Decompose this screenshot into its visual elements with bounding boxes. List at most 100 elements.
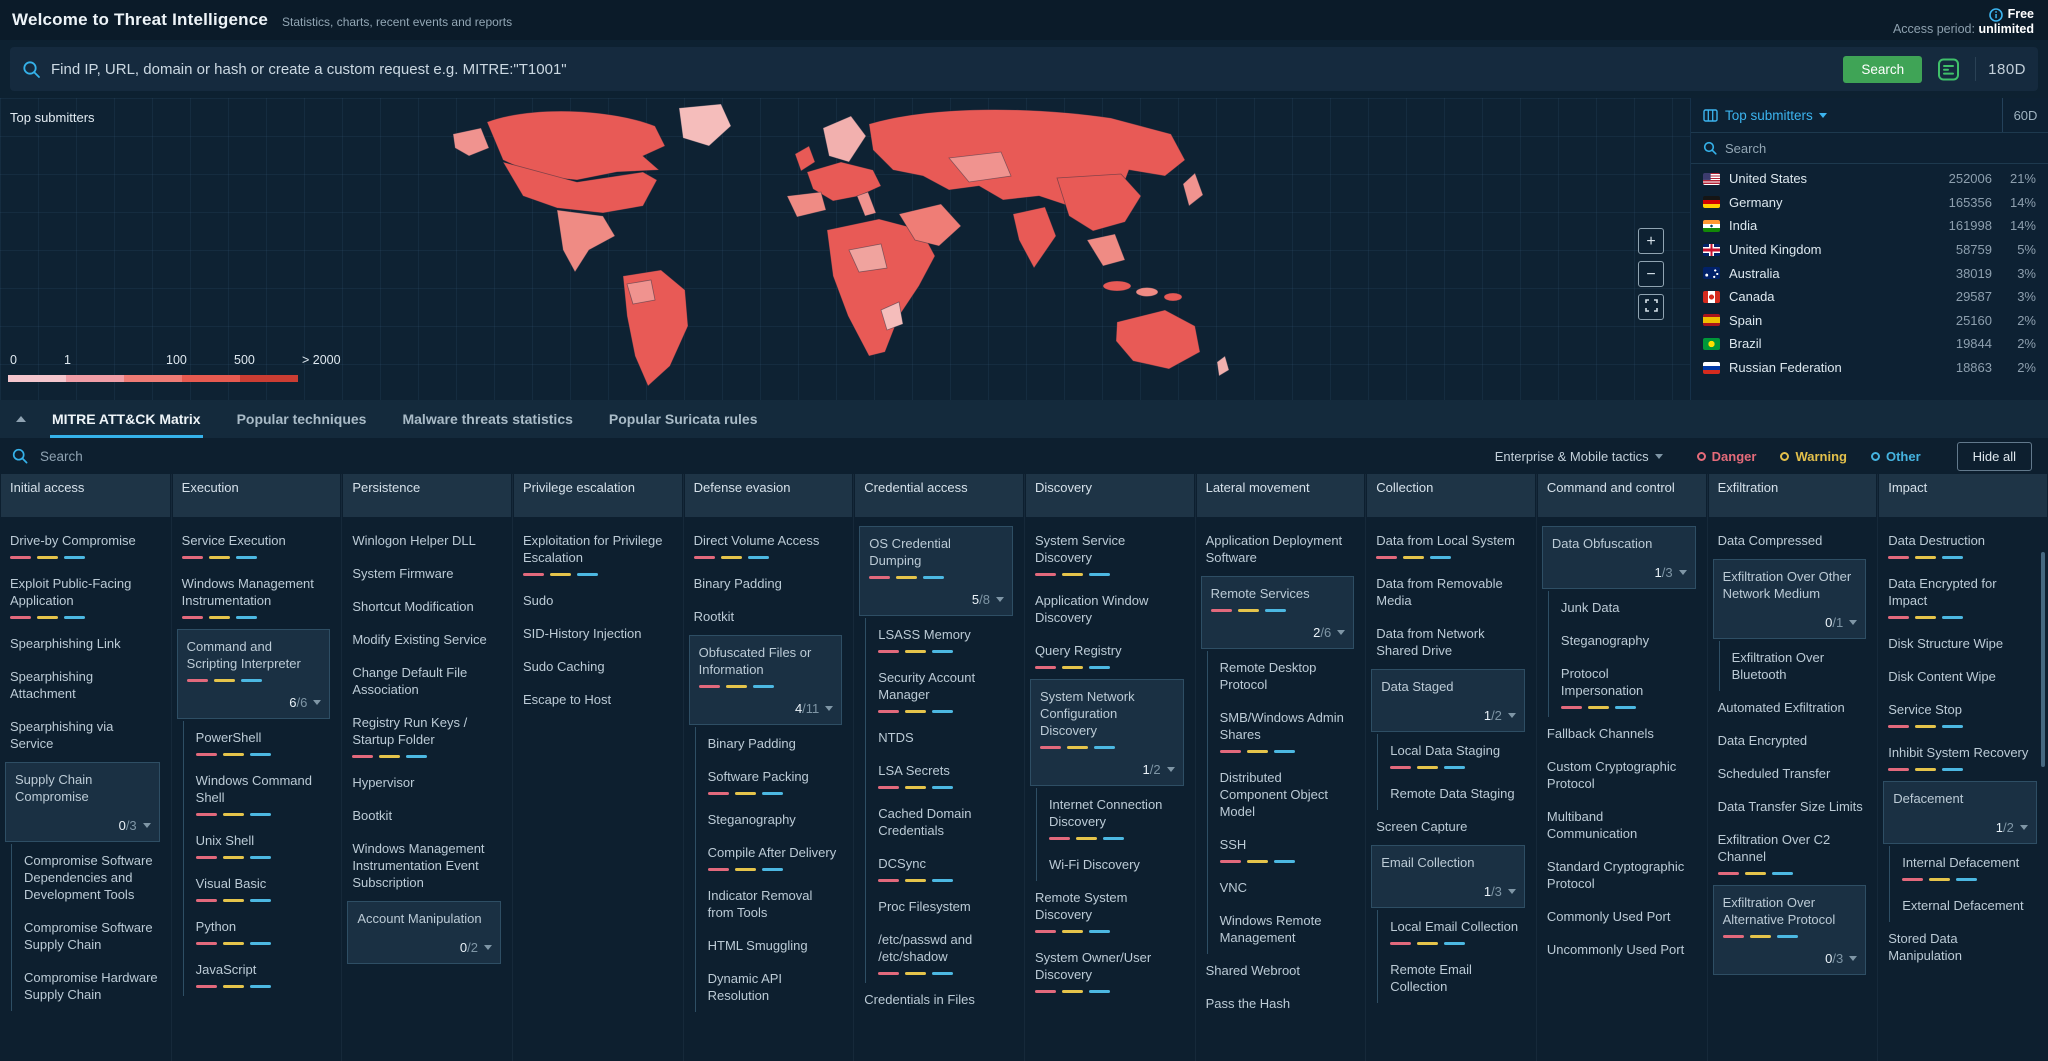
panel-search-input[interactable] — [1725, 140, 2036, 156]
technique-cell[interactable]: PowerShell — [195, 721, 333, 764]
tab-malware-threats-statistics[interactable]: Malware threats statistics — [402, 411, 573, 427]
technique-cell[interactable]: Scheduled Transfer — [1718, 757, 1869, 790]
technique-cell[interactable]: Commonly Used Port — [1547, 900, 1698, 933]
panel-title-dropdown[interactable]: Top submitters — [1725, 107, 1813, 123]
technique-cell[interactable]: Service Execution — [181, 524, 333, 567]
technique-cell[interactable]: Disk Structure Wipe — [1888, 627, 2039, 660]
panel-range-selector[interactable]: 60D — [2002, 98, 2048, 132]
technique-cell[interactable]: Uncommonly Used Port — [1547, 933, 1698, 966]
technique-cell[interactable]: SID-History Injection — [523, 617, 674, 650]
technique-cell[interactable]: Remote System Discovery — [1034, 881, 1186, 941]
technique-cell[interactable]: Security Account Manager — [878, 661, 1015, 721]
technique-cell[interactable]: Spearphishing Attachment — [10, 660, 162, 710]
technique-cell[interactable]: Multiband Communication — [1547, 800, 1698, 850]
technique-cell[interactable]: External Defacement — [1902, 889, 2039, 922]
country-row[interactable]: Russian Federation 18863 2% — [1691, 356, 2048, 380]
technique-cell[interactable]: Software Packing — [707, 760, 845, 803]
subtechnique-count[interactable]: 4/11 — [699, 701, 834, 716]
tab-popular-suricata-rules[interactable]: Popular Suricata rules — [608, 411, 758, 427]
technique-cell[interactable]: Windows Command Shell — [195, 764, 333, 824]
technique-cell[interactable]: Disk Content Wipe — [1888, 660, 2039, 693]
country-row[interactable]: Canada 29587 3% — [1691, 285, 2048, 309]
technique-cell[interactable]: Query Registry — [1034, 634, 1186, 677]
technique-cell[interactable]: Sudo — [523, 584, 674, 617]
technique-cell[interactable]: Remote Services 2/6 — [1200, 576, 1355, 649]
technique-cell[interactable]: OS Credential Dumping 5/8 — [859, 526, 1013, 616]
subtechnique-count[interactable]: 0/2 — [357, 940, 492, 955]
legend-danger[interactable]: Danger — [1696, 449, 1756, 464]
technique-cell[interactable]: /etc/passwd and /etc/shadow — [878, 923, 1015, 983]
technique-cell[interactable]: Data Compressed — [1718, 524, 1869, 557]
tab-popular-techniques[interactable]: Popular techniques — [236, 411, 367, 427]
technique-cell[interactable]: Change Default File Association — [352, 656, 503, 706]
technique-cell[interactable]: Inhibit System Recovery — [1888, 736, 2039, 779]
technique-cell[interactable]: Unix Shell — [195, 824, 333, 867]
technique-cell[interactable]: Python — [195, 910, 333, 953]
technique-cell[interactable]: System Firmware — [352, 557, 503, 590]
technique-cell[interactable]: LSASS Memory — [878, 618, 1015, 661]
subtechnique-count[interactable]: 0/1 — [1723, 615, 1858, 630]
technique-cell[interactable]: Wi-Fi Discovery — [1049, 848, 1186, 881]
technique-cell[interactable]: Windows Management Instrumentation — [181, 567, 333, 627]
technique-cell[interactable]: Escape to Host — [523, 683, 674, 716]
technique-cell[interactable]: Exfiltration Over Other Network Medium 0/… — [1712, 559, 1867, 639]
technique-cell[interactable]: Exploit Public-Facing Application — [10, 567, 162, 627]
technique-cell[interactable]: Data Encrypted — [1718, 724, 1869, 757]
zoom-in-icon[interactable]: + — [1638, 228, 1664, 254]
subtechnique-count[interactable]: 2/6 — [1211, 625, 1346, 640]
technique-cell[interactable]: Compromise Hardware Supply Chain — [24, 961, 162, 1011]
technique-cell[interactable]: HTML Smuggling — [708, 929, 845, 962]
zoom-out-icon[interactable]: − — [1638, 261, 1664, 287]
technique-cell[interactable]: Compromise Software Dependencies and Dev… — [24, 844, 162, 911]
technique-cell[interactable]: Registry Run Keys / Startup Folder — [352, 706, 503, 766]
technique-cell[interactable]: System Owner/User Discovery — [1034, 941, 1186, 1001]
technique-cell[interactable]: Bootkit — [352, 799, 503, 832]
technique-cell[interactable]: Visual Basic — [195, 867, 333, 910]
technique-cell[interactable]: Data Obfuscation 1/3 — [1541, 526, 1696, 589]
technique-cell[interactable]: Spearphishing Link — [10, 627, 162, 660]
global-search-input[interactable] — [51, 60, 1844, 78]
technique-cell[interactable]: Local Data Staging — [1390, 734, 1527, 777]
technique-cell[interactable]: Shortcut Modification — [352, 590, 503, 623]
country-row[interactable]: Australia 38019 3% — [1691, 261, 2048, 285]
technique-cell[interactable]: Data from Local System — [1376, 524, 1527, 567]
subtechnique-count[interactable]: 1/3 — [1381, 884, 1516, 899]
matrix-scrollbar[interactable] — [2041, 552, 2045, 767]
technique-cell[interactable]: Data Transfer Size Limits — [1718, 790, 1869, 823]
technique-cell[interactable]: Application Window Discovery — [1035, 584, 1186, 634]
technique-cell[interactable]: Remote Email Collection — [1390, 953, 1527, 1003]
technique-cell[interactable]: Steganography — [708, 803, 845, 836]
technique-cell[interactable]: Local Email Collection — [1390, 910, 1527, 953]
technique-cell[interactable]: Defacement 1/2 — [1883, 781, 2037, 844]
technique-cell[interactable]: Rootkit — [694, 600, 845, 633]
technique-cell[interactable]: Stored Data Manipulation — [1888, 922, 2039, 972]
technique-cell[interactable]: Standard Cryptographic Protocol — [1547, 850, 1698, 900]
technique-cell[interactable]: Binary Padding — [694, 567, 845, 600]
technique-cell[interactable]: Exfiltration Over Bluetooth — [1732, 641, 1869, 691]
legend-other[interactable]: Other — [1870, 449, 1921, 464]
technique-cell[interactable]: Fallback Channels — [1547, 717, 1698, 750]
technique-cell[interactable]: Drive-by Compromise — [10, 524, 162, 567]
technique-cell[interactable]: Cached Domain Credentials — [878, 797, 1015, 847]
technique-cell[interactable]: Remote Desktop Protocol — [1220, 651, 1357, 701]
subtechnique-count[interactable]: 1/2 — [1040, 762, 1175, 777]
technique-cell[interactable]: Data Staged 1/2 — [1371, 669, 1525, 732]
subtechnique-count[interactable]: 1/2 — [1893, 820, 2028, 835]
collapse-section-icon[interactable] — [8, 400, 34, 438]
technique-cell[interactable]: Exfiltration Over C2 Channel — [1717, 823, 1869, 883]
technique-cell[interactable]: Pass the Hash — [1206, 987, 1357, 1020]
technique-cell[interactable]: Supply Chain Compromise 0/3 — [5, 762, 160, 842]
saved-requests-icon[interactable] — [1936, 57, 1961, 82]
technique-cell[interactable]: Proc Filesystem — [878, 890, 1015, 923]
technique-cell[interactable]: Direct Volume Access — [693, 524, 845, 567]
subtechnique-count[interactable]: 1/3 — [1552, 565, 1687, 580]
technique-cell[interactable]: Indicator Removal from Tools — [708, 879, 845, 929]
technique-cell[interactable]: Internal Defacement — [1902, 846, 2039, 889]
tactics-filter-dropdown[interactable]: Enterprise & Mobile tactics — [1495, 449, 1663, 464]
technique-cell[interactable]: System Service Discovery — [1034, 524, 1186, 584]
technique-cell[interactable]: Remote Data Staging — [1390, 777, 1527, 810]
search-button[interactable]: Search — [1843, 55, 1923, 83]
technique-cell[interactable]: Obfuscated Files or Information 4/11 — [688, 635, 843, 725]
hide-all-button[interactable]: Hide all — [1956, 441, 2032, 471]
technique-cell[interactable]: LSA Secrets — [878, 754, 1015, 797]
